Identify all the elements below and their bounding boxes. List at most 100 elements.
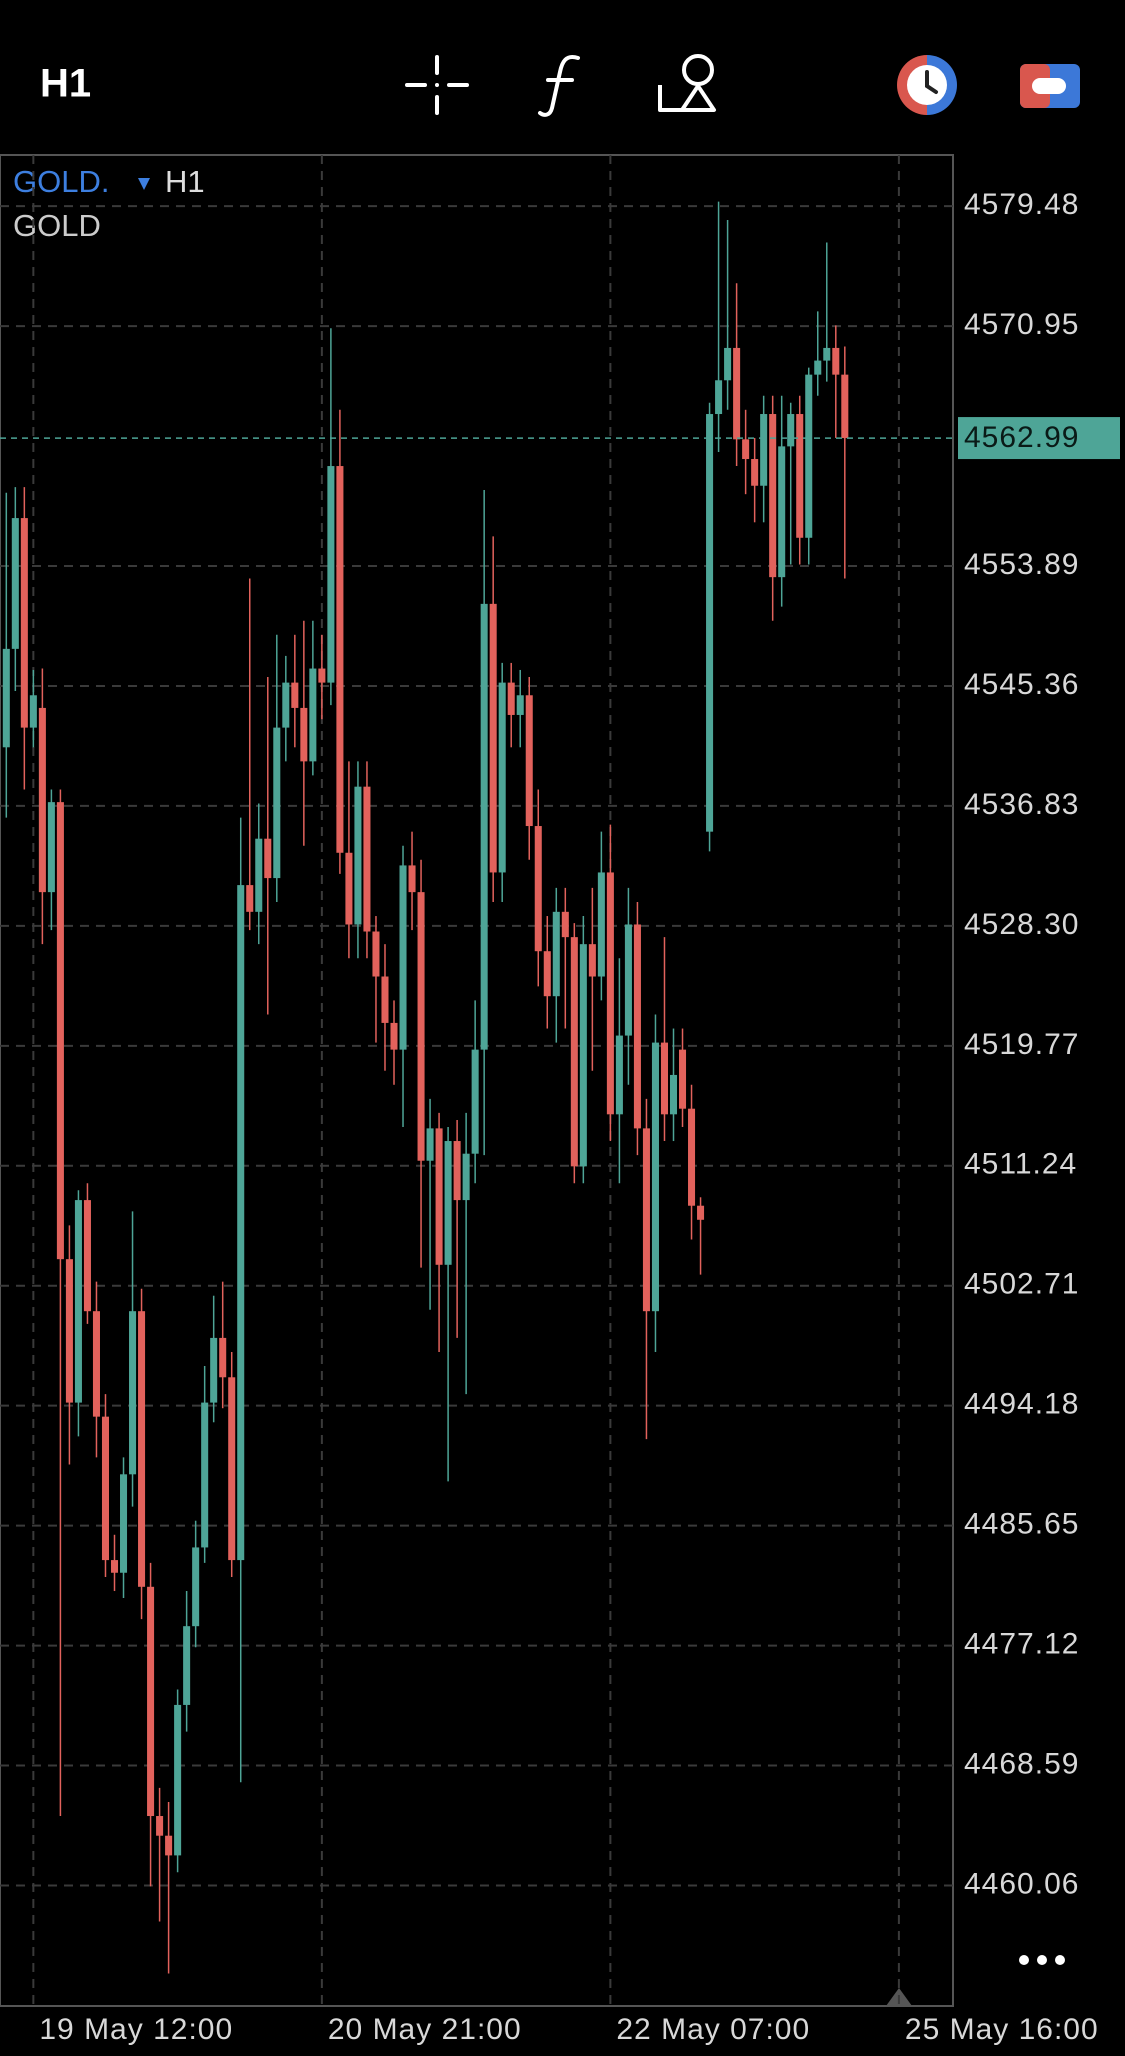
symbol-description: GOLD (13, 208, 101, 243)
candle-body (399, 865, 407, 1050)
candle-body (444, 1141, 452, 1265)
more-button[interactable] (1019, 1955, 1065, 1965)
candle-body (787, 414, 795, 447)
candle-body (453, 1141, 461, 1201)
y-tick-label: 4468.59 (964, 1747, 1079, 1780)
candle-body (147, 1586, 155, 1817)
candle-body (273, 727, 281, 879)
candle-body (165, 1835, 173, 1856)
candle-body (138, 1311, 146, 1587)
plot-area (0, 154, 954, 2007)
candle-body (706, 414, 714, 832)
candle-body (633, 924, 641, 1129)
candle-body (246, 885, 254, 912)
candle-body (534, 826, 542, 952)
candle-body (588, 944, 596, 977)
candle-body (110, 1560, 119, 1573)
candle-body (2, 648, 10, 748)
one-click-icon[interactable] (897, 55, 957, 115)
y-tick-label: 4570.95 (964, 308, 1079, 341)
candle-body (426, 1128, 434, 1161)
crosshair-icon[interactable] (405, 55, 469, 115)
candle-body (543, 951, 551, 997)
candle-body (264, 838, 272, 879)
candle-body (192, 1547, 200, 1627)
candle-body (489, 603, 497, 873)
candle-body (624, 924, 632, 1036)
candle-body (516, 695, 524, 715)
toolbar: H1 (40, 54, 1080, 117)
timeframe-button[interactable]: H1 (40, 62, 91, 106)
x-tick-label: 22 May 07:00 (616, 2013, 810, 2046)
candle-body (435, 1128, 443, 1265)
last-price-badge (958, 417, 1120, 460)
candle-body (309, 668, 317, 762)
candle-body (796, 414, 804, 538)
indicators-icon[interactable] (538, 55, 580, 117)
y-tick-label: 4519.77 (964, 1028, 1079, 1061)
candle-body (183, 1626, 191, 1705)
candle-body (471, 1049, 479, 1154)
last-price-label: 4562.99 (964, 421, 1079, 454)
candle-body (615, 1035, 623, 1115)
candle-body (363, 786, 371, 932)
candle-body (751, 459, 759, 486)
candle-body (327, 466, 335, 683)
candle-body (525, 695, 533, 827)
y-tick-label: 4477.12 (964, 1628, 1079, 1661)
trade-toggle-icon[interactable] (1020, 64, 1080, 108)
candle-body (679, 1049, 687, 1109)
y-tick-label: 4460.06 (964, 1867, 1079, 1900)
candle-body (201, 1402, 209, 1548)
candle-body (210, 1337, 218, 1403)
candle-body (814, 360, 822, 375)
y-tick-label: 4579.48 (964, 188, 1079, 221)
candle-body (724, 347, 732, 381)
candle-body (841, 374, 849, 439)
candle-body (688, 1108, 696, 1206)
candle-body (805, 374, 813, 538)
y-tick-label: 4485.65 (964, 1508, 1079, 1541)
candle-body (372, 931, 380, 977)
candle-body (697, 1205, 705, 1220)
candle-body (642, 1128, 650, 1312)
candle-body (129, 1311, 137, 1475)
candle-body (498, 682, 506, 873)
candle-body (769, 414, 777, 578)
candle-body (480, 603, 488, 1050)
candle-body (174, 1704, 182, 1856)
x-tick-label: 19 May 12:00 (39, 2013, 233, 2046)
candle-body (597, 872, 605, 977)
candle-body (156, 1816, 164, 1836)
candle-body (579, 944, 587, 1167)
candle-body (228, 1377, 236, 1561)
candle-body (408, 865, 416, 893)
candle-body (11, 518, 19, 649)
candle-body (237, 885, 245, 1561)
symbol-selector[interactable]: GOLD. (13, 164, 109, 199)
candle-body (318, 668, 326, 683)
candle-body (65, 1259, 73, 1403)
candle-body (561, 911, 569, 938)
candle-body (832, 347, 840, 375)
candle-body (47, 802, 55, 893)
x-tick-label: 25 May 16:00 (905, 2013, 1099, 2046)
y-tick-label: 4502.71 (964, 1268, 1079, 1301)
objects-icon[interactable] (658, 54, 716, 112)
y-tick-label: 4536.83 (964, 788, 1079, 821)
candle-body (823, 347, 831, 361)
candle-body (669, 1074, 678, 1115)
x-tick-label: 20 May 21:00 (328, 2013, 522, 2046)
candle-body (570, 937, 578, 1167)
candle-body (20, 518, 28, 728)
candle-body (120, 1474, 128, 1573)
candle-body (606, 872, 614, 1115)
candle-body (660, 1042, 669, 1115)
candle-body (56, 802, 64, 1260)
symbol-dropdown-arrow[interactable] (138, 178, 150, 190)
y-tick-label: 4494.18 (964, 1388, 1079, 1421)
candle-body (552, 911, 560, 997)
